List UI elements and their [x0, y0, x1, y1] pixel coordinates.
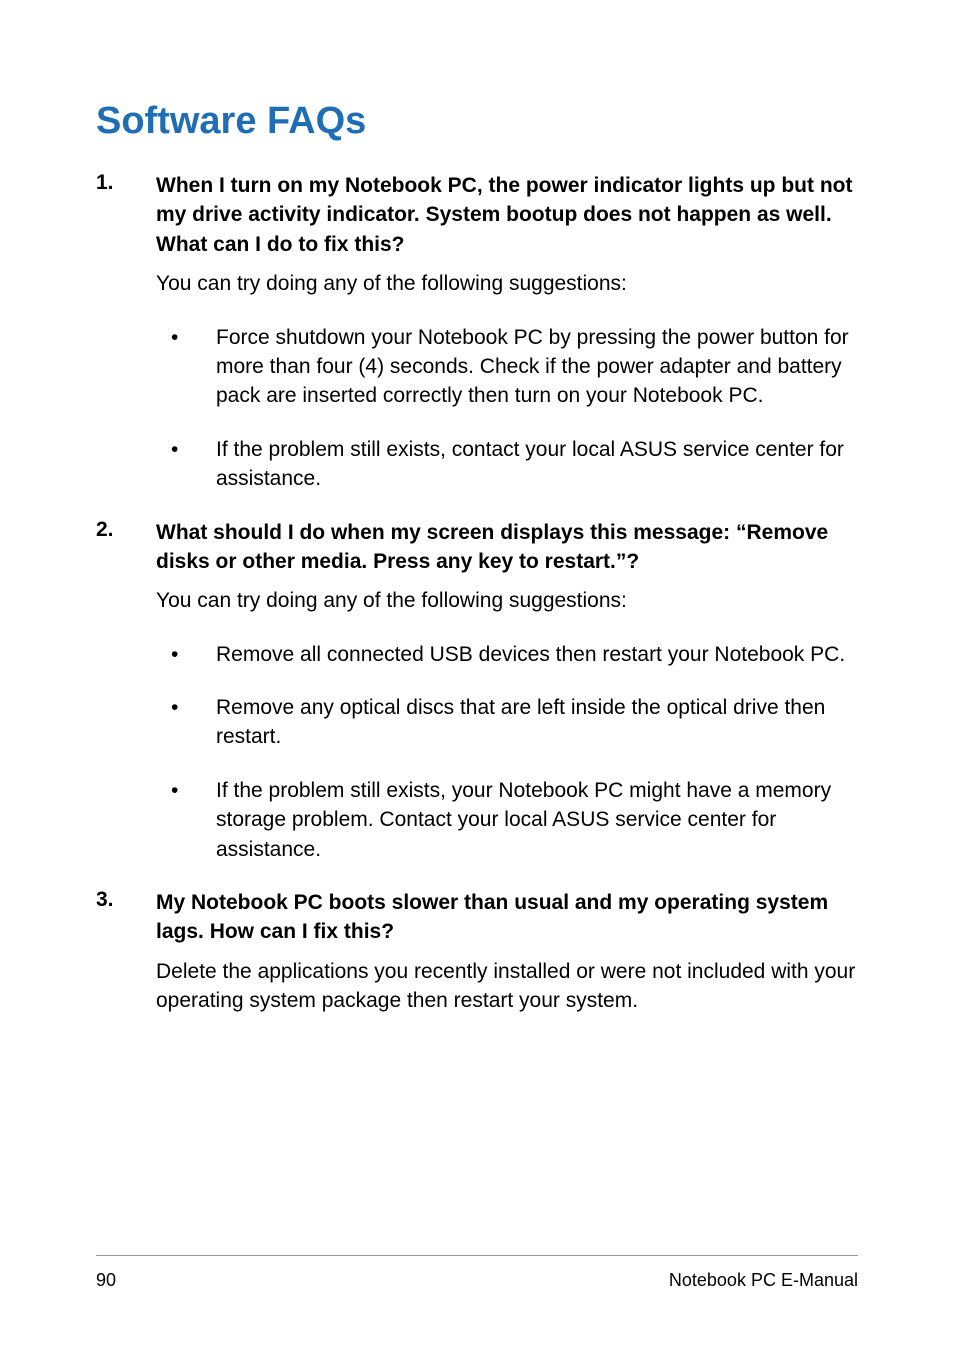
bullet-icon: • — [156, 323, 216, 411]
question-number: 1. — [96, 171, 156, 259]
bullet-item: • If the problem still exists, contact y… — [156, 435, 858, 494]
bullet-icon: • — [156, 776, 216, 864]
bullet-text: If the problem still exists, contact you… — [216, 435, 858, 494]
question-row: 1. When I turn on my Notebook PC, the po… — [96, 171, 858, 259]
page-title: Software FAQs — [96, 100, 858, 143]
footer-label: Notebook PC E-Manual — [669, 1270, 858, 1291]
page-number: 90 — [96, 1270, 116, 1291]
question-text: My Notebook PC boots slower than usual a… — [156, 888, 858, 947]
bullet-icon: • — [156, 435, 216, 494]
page-footer: 90 Notebook PC E-Manual — [96, 1255, 858, 1291]
bullet-icon: • — [156, 640, 216, 669]
question-number: 3. — [96, 888, 156, 947]
answer-intro: You can try doing any of the following s… — [156, 269, 858, 298]
bullet-text: Force shutdown your Notebook PC by press… — [216, 323, 858, 411]
question-row: 3. My Notebook PC boots slower than usua… — [96, 888, 858, 947]
question-number: 2. — [96, 518, 156, 577]
faq-section-1: 1. When I turn on my Notebook PC, the po… — [96, 171, 858, 494]
bullet-item: • If the problem still exists, your Note… — [156, 776, 858, 864]
question-row: 2. What should I do when my screen displ… — [96, 518, 858, 577]
bullet-item: • Remove any optical discs that are left… — [156, 693, 858, 752]
question-text: What should I do when my screen displays… — [156, 518, 858, 577]
answer-text: Delete the applications you recently ins… — [156, 957, 858, 1016]
bullet-text: Remove any optical discs that are left i… — [216, 693, 858, 752]
answer-intro: You can try doing any of the following s… — [156, 586, 858, 615]
faq-section-3: 3. My Notebook PC boots slower than usua… — [96, 888, 858, 1016]
bullet-icon: • — [156, 693, 216, 752]
bullet-item: • Force shutdown your Notebook PC by pre… — [156, 323, 858, 411]
question-text: When I turn on my Notebook PC, the power… — [156, 171, 858, 259]
bullet-text: Remove all connected USB devices then re… — [216, 640, 858, 669]
faq-section-2: 2. What should I do when my screen displ… — [96, 518, 858, 865]
bullet-text: If the problem still exists, your Notebo… — [216, 776, 858, 864]
bullet-item: • Remove all connected USB devices then … — [156, 640, 858, 669]
